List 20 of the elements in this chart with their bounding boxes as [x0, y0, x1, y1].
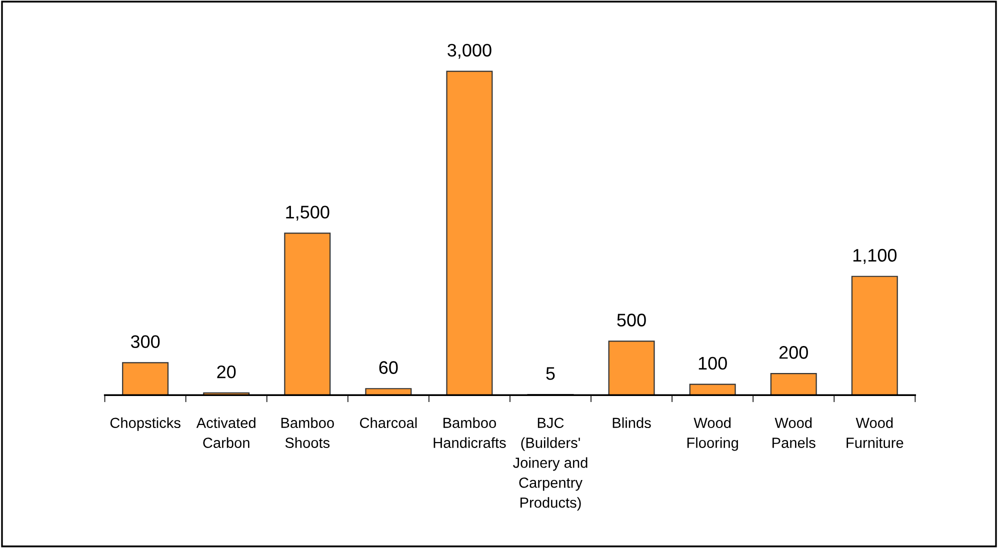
- x-tick-label: BJC (Builders' Joinery and Carpentry Products): [513, 418, 588, 511]
- data-label: 100: [698, 356, 727, 370]
- x-tick-label: Wood Flooring: [687, 417, 738, 451]
- x-tick-label: Wood Panels: [772, 417, 816, 448]
- x-tick-label: Chopsticks: [110, 417, 180, 431]
- data-label: 200: [779, 346, 808, 359]
- data-label: 300: [130, 335, 160, 348]
- data-label: 20: [217, 365, 236, 378]
- x-tick-label: Bamboo Shoots: [281, 417, 334, 448]
- data-label: 60: [379, 361, 398, 374]
- x-tick-label: Bamboo Handicrafts: [434, 417, 506, 448]
- data-label: 500: [617, 314, 646, 326]
- data-label: 5: [546, 367, 555, 380]
- x-tick-label: Charcoal: [360, 417, 417, 428]
- data-label: 1,100: [853, 248, 897, 264]
- data-label: 1,500: [286, 206, 330, 221]
- data-label: 3,000: [448, 44, 492, 59]
- x-tick-label: Blinds: [612, 417, 651, 428]
- x-tick-label: Activated Carbon: [196, 417, 256, 448]
- x-tick-label: Wood Furniture: [846, 417, 904, 448]
